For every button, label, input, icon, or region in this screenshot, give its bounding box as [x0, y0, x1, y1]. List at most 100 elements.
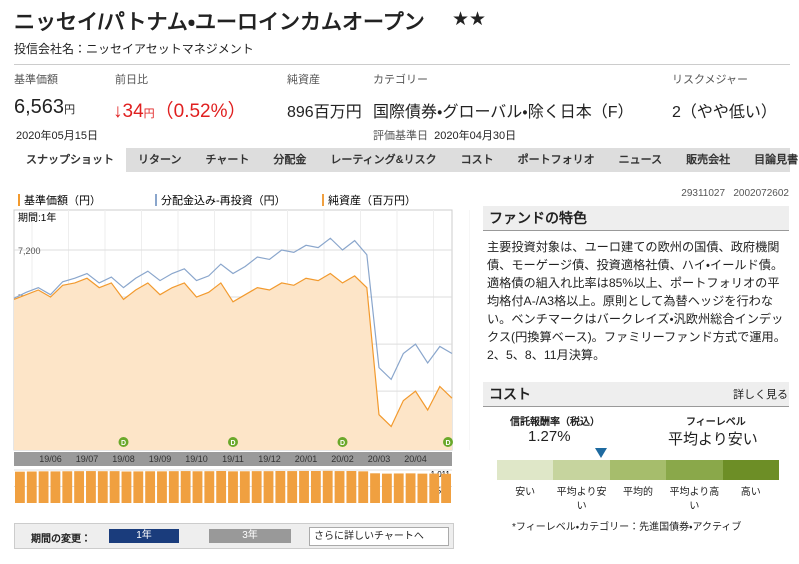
change-value: 34 — [122, 101, 144, 122]
eval-date: 2020年04月30日 — [434, 130, 517, 142]
asset-bar — [15, 471, 25, 503]
tab[interactable]: 目論見書 — [754, 154, 799, 166]
asset-bar — [192, 471, 203, 503]
nav-label: 基準価額 — [14, 74, 58, 86]
asset-bar — [26, 471, 37, 503]
asset-bar — [145, 471, 156, 503]
legend-label: 純資産（百万円） — [328, 193, 416, 207]
category: 国際債券・グローバル・除く日本（F） — [373, 104, 634, 121]
asset-bar — [97, 471, 108, 503]
divider — [14, 64, 790, 65]
chart: 基準価額（円）分配金込み-再投資（円）純資産（百万円）6,6006,8007,0… — [13, 193, 470, 503]
dividend-label: D — [230, 440, 235, 447]
tab[interactable]: スナップショット — [14, 148, 126, 172]
fee-scale: 安い 平均より安い 平均的 平均より高い 高い — [497, 448, 779, 518]
x-tick-label: 19/12 — [258, 454, 281, 464]
x-tick-label: 19/09 — [149, 454, 172, 464]
x-tick-label: 20/03 — [368, 454, 391, 464]
cost-more[interactable]: 詳しく見る — [733, 389, 788, 401]
asset-bar — [50, 471, 61, 503]
period-tag: 期間:1年 — [18, 211, 56, 224]
price-area — [14, 273, 452, 450]
asset-bar — [204, 471, 215, 503]
legend-swatch — [322, 194, 324, 206]
tab[interactable]: ポートフォリオ — [517, 154, 595, 166]
scale-segment — [722, 460, 779, 480]
nav-date: 2020年05月15日 — [16, 130, 98, 142]
level-arrow — [595, 448, 608, 458]
asset-bar — [287, 471, 298, 503]
asset-bar — [263, 471, 274, 503]
asset-bar — [180, 471, 191, 503]
scale-segment — [497, 460, 554, 480]
tab[interactable]: リターン — [138, 154, 182, 166]
asset-bar — [74, 471, 85, 503]
asset-bar — [228, 471, 238, 503]
cost-title: コスト — [483, 382, 789, 407]
tab[interactable]: ニュース — [618, 154, 663, 166]
period-bar: 期間の変更： 1年 3年 さらに詳しいチャートへ — [14, 523, 454, 549]
company: 投信会社名：ニッセイアセットマネジメント — [14, 42, 254, 56]
dividend-marker — [443, 437, 453, 447]
tab[interactable]: 分配金 — [273, 154, 307, 166]
asset-bar — [358, 471, 369, 503]
asset-bar — [417, 473, 428, 503]
x-tick-label: 20/02 — [331, 454, 354, 464]
asset-bar — [121, 471, 132, 503]
eval: 評価基準日 2020年04月30日 — [373, 127, 516, 143]
asset-bar — [239, 471, 250, 503]
dividend-marker — [337, 437, 348, 447]
change-pct: （0.52%） — [154, 101, 247, 122]
asset-bar — [334, 471, 345, 503]
scale-label: 平均より高い — [669, 487, 720, 512]
asset-bar — [275, 471, 286, 503]
asset-bar — [62, 471, 73, 503]
scale-label: 平均より安い — [556, 487, 607, 512]
scale-segment — [553, 460, 610, 480]
assets: 896百万円 — [287, 104, 362, 121]
tab[interactable]: コスト — [460, 154, 494, 166]
fee: 1.27% — [528, 428, 571, 445]
asset-bar — [109, 471, 120, 503]
tab[interactable]: チャート — [205, 154, 250, 166]
asset-bar — [157, 471, 167, 503]
scale-segment — [666, 460, 723, 480]
change-arrow: ↓ — [113, 101, 123, 122]
level-label: フィーレベル — [686, 417, 746, 428]
legend-label: 分配金込み-再投資（円） — [161, 193, 286, 207]
tab[interactable]: レーティング&リスク — [330, 154, 437, 166]
dividend-marker — [228, 437, 238, 447]
scale-label: 高い — [740, 487, 761, 498]
period-1y[interactable]: 1年 — [109, 529, 179, 543]
dividend-marker — [118, 437, 129, 447]
period-3y[interactable]: 3年 — [209, 529, 291, 543]
asset-bar — [86, 471, 96, 503]
features-title: ファンドの特色 — [483, 206, 789, 231]
category-label: カテゴリー — [373, 74, 428, 86]
nav-unit: 円 — [64, 104, 76, 116]
asset-bar — [393, 473, 404, 503]
change: ↓34円（0.52%） — [113, 96, 247, 123]
scale-label: 平均的 — [622, 487, 653, 498]
code: 2002072602 — [733, 188, 789, 199]
more-chart[interactable]: さらに詳しいチャートへ — [309, 527, 449, 546]
asset-bar — [405, 473, 416, 503]
nav-value: 6,563 — [14, 96, 65, 118]
dividend-label: D — [121, 440, 126, 447]
tab[interactable]: 販売会社 — [686, 154, 731, 166]
y2-tick-label: 1,011 — [431, 470, 451, 479]
change-unit: 円 — [143, 108, 155, 120]
risk-label: リスクメジャー — [672, 74, 749, 86]
asset-bar — [216, 471, 227, 503]
asset-bar — [299, 470, 309, 503]
asset-bar — [310, 471, 321, 503]
codes: 29311027 2002072602 — [681, 188, 789, 199]
eval-label: 評価基準日 — [373, 130, 428, 142]
features-text: 主要投資対象は、ユーロ建ての欧州の国債、政府機関債、モーゲージ債、投資適格社債、… — [487, 240, 786, 362]
asset-bar — [346, 471, 357, 503]
risk: 2（やや低い） — [672, 104, 777, 121]
legend-swatch — [18, 194, 20, 206]
x-tick-label: 20/04 — [404, 454, 427, 464]
scale-label: 安い — [515, 487, 536, 498]
